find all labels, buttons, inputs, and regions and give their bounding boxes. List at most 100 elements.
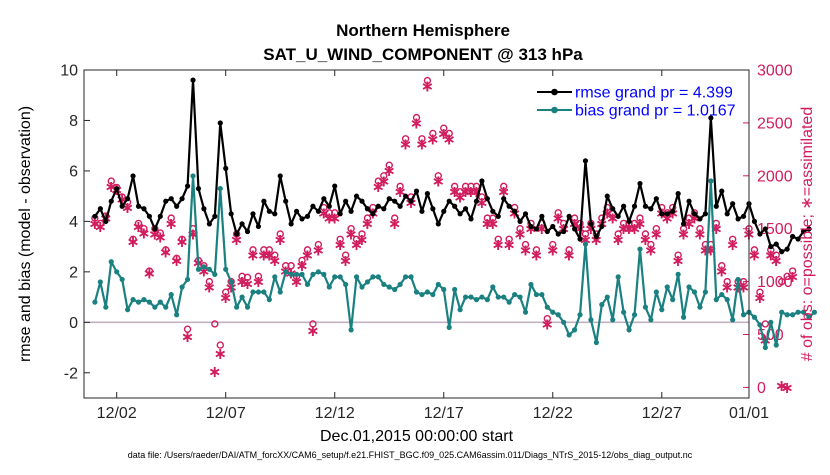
bias-point (506, 299, 512, 305)
obs-assimilated-marker: ∗ (780, 380, 793, 397)
rmse-point (304, 213, 311, 219)
rmse-point (446, 198, 452, 204)
bias-point (631, 312, 638, 318)
obs-assimilated-marker: ∗ (715, 264, 728, 281)
rmse-point (430, 206, 436, 212)
bias-point (244, 304, 251, 310)
rmse-point (702, 211, 708, 217)
legend: rmse grand pr = 4.399 bias grand pr = 1.… (537, 85, 736, 120)
obs-possible-marker (145, 267, 154, 275)
bias-point (512, 291, 518, 298)
rmse-point (381, 206, 387, 212)
rmse-point (800, 228, 807, 235)
obs-possible-marker (352, 235, 361, 243)
bias-point (337, 274, 343, 280)
obs-assimilated-marker: ∗ (181, 329, 194, 346)
y-right-tick-label: 3000 (757, 63, 793, 80)
obs-assimilated-marker: ∗ (453, 189, 466, 206)
obs-count-markers: ∗∗∗∗∗∗∗∗∗∗∗∗∗∗∗∗∗∗∗∗∗∗∗∗∗∗∗∗∗∗∗∗∗∗∗∗∗∗∗∗… (88, 76, 799, 397)
rmse-point (212, 213, 218, 219)
obs-assimilated-marker: ∗ (699, 242, 712, 259)
bias-point (473, 297, 480, 303)
bias-point (326, 284, 332, 290)
rmse-point (719, 188, 725, 194)
obs-possible-marker (167, 214, 175, 222)
obs-possible-marker (674, 251, 682, 259)
bias-point (157, 299, 163, 305)
bias-point (800, 309, 807, 315)
obs-possible-marker (205, 277, 214, 286)
y-right-tick-label: 0 (757, 380, 766, 397)
obs-possible-marker (423, 76, 432, 85)
obs-possible-marker (314, 240, 323, 249)
x-tick-label: 12/12 (315, 405, 355, 422)
rmse-point (566, 213, 572, 219)
bias-point (452, 286, 458, 293)
obs-possible-marker (265, 246, 274, 254)
obs-assimilated-marker: ∗ (524, 221, 537, 238)
obs-assimilated-marker: ∗ (748, 248, 761, 265)
obs-assimilated-marker: ∗ (437, 126, 450, 143)
rmse-point (266, 208, 272, 214)
bias-point (348, 327, 354, 333)
bias-point (97, 279, 103, 285)
obs-assimilated-marker: ∗ (137, 225, 150, 242)
rmse-point (790, 233, 796, 240)
rmse-point (402, 193, 409, 199)
obs-possible-marker (494, 235, 502, 243)
obs-possible-marker (543, 314, 552, 323)
bias-point (424, 289, 431, 295)
obs-assimilated-marker: ∗ (235, 274, 248, 291)
rmse-point (130, 173, 136, 179)
bias-point (582, 241, 589, 247)
bias-point (277, 289, 283, 295)
obs-assimilated-marker: ∗ (464, 184, 477, 201)
obs-assimilated-marker: ∗ (372, 179, 385, 196)
rmse-point (571, 226, 578, 232)
obs-assimilated-marker: ∗ (333, 237, 346, 254)
y-right-tick-label: 2500 (757, 115, 793, 132)
bias-point (419, 291, 425, 298)
rmse-point (217, 120, 223, 126)
obs-assimilated-marker: ∗ (492, 237, 505, 254)
bias-point (370, 274, 376, 280)
obs-assimilated-marker: ∗ (448, 184, 461, 201)
rmse-point (648, 206, 654, 212)
rmse-point (364, 206, 371, 212)
rmse-point (621, 203, 627, 209)
obs-possible-marker (243, 273, 252, 282)
obs-assimilated-marker: ∗ (224, 279, 237, 296)
y-tick-label: 0 (69, 315, 78, 332)
rmse-point (588, 221, 594, 227)
rmse-point (599, 223, 605, 230)
y-tick-label: 8 (69, 113, 78, 130)
bias-point (555, 312, 561, 318)
obs-assimilated-marker: ∗ (546, 242, 559, 259)
obs-assimilated-marker: ∗ (257, 248, 270, 265)
obs-possible-marker (440, 124, 448, 132)
obs-assimilated-marker: ∗ (432, 174, 445, 191)
bias-point (795, 309, 801, 315)
rmse-point (501, 196, 507, 202)
rmse-point (283, 198, 289, 204)
obs-possible-marker (331, 209, 339, 217)
rmse-point (179, 196, 185, 202)
bias-point (659, 307, 665, 313)
obs-assimilated-marker: ∗ (611, 232, 624, 249)
rmse-point (555, 231, 561, 237)
bias-point (250, 289, 256, 295)
rmse-point (539, 213, 545, 219)
bias-point (272, 274, 278, 280)
bias-point (201, 264, 207, 270)
bias-point (168, 291, 174, 298)
obs-assimilated-marker: ∗ (126, 234, 139, 251)
obs-assimilated-marker: ∗ (361, 216, 374, 233)
legend-rmse-marker (551, 88, 558, 96)
obs-assimilated-marker: ∗ (677, 227, 690, 244)
bias-point (310, 271, 316, 277)
obs-assimilated-marker: ∗ (693, 227, 706, 244)
obs-possible-marker (151, 225, 159, 233)
obs-assimilated-marker: ∗ (628, 221, 641, 238)
